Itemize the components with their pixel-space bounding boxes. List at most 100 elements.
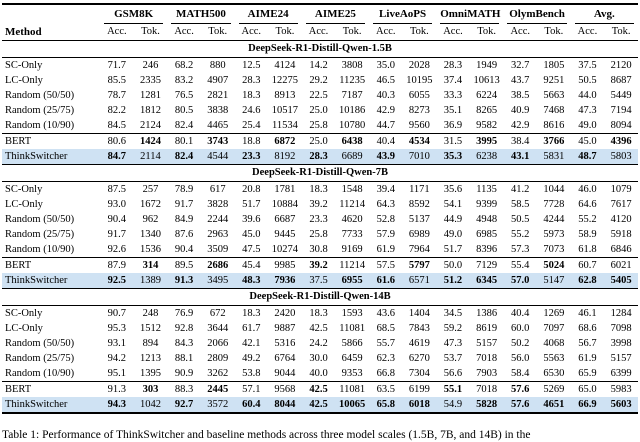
value-cell: 6872 — [268, 133, 302, 149]
method-cell: Random (10/90) — [5, 244, 75, 255]
value-cell: 24.2 — [309, 338, 328, 349]
value-cell: 5983 — [604, 381, 638, 397]
value-cell: 6764 — [274, 353, 296, 364]
value-cell: 9169 — [341, 244, 363, 255]
value-cell: 56.7 — [578, 338, 597, 349]
value-cell: 12275 — [271, 75, 299, 86]
value-cell: 7018 — [469, 381, 504, 397]
value-cell: 39.6 — [242, 214, 261, 225]
value-cell: 57.6 — [503, 381, 538, 397]
table-row: SC-Only 71.7 246 68.2 880 12.5 4124 14.2 3808 35.… — [2, 58, 638, 74]
value-cell: 42.9 — [511, 120, 530, 131]
value-cell: 44.9 — [443, 214, 463, 225]
value-cell: 6438 — [335, 133, 369, 149]
value-cell: 4544 — [200, 149, 235, 165]
value-cell: 11081 — [339, 323, 366, 334]
value-cell: 4068 — [543, 338, 565, 349]
value-cell: 57.1 — [234, 381, 269, 397]
value-cell: 50.0 — [436, 257, 470, 273]
value-cell: 6055 — [408, 90, 430, 101]
subcolumn-header: Tok. — [200, 24, 235, 41]
value-cell: 61.7 — [242, 323, 261, 334]
value-cell: 25.0 — [309, 105, 328, 116]
value-cell: 42.1 — [242, 338, 261, 349]
value-cell: 18.3 — [242, 90, 261, 101]
value-cell: 50.2 — [511, 338, 530, 349]
value-cell: 5316 — [274, 338, 296, 349]
value-cell: 3828 — [207, 199, 229, 210]
value-cell: 50.5 — [578, 75, 597, 86]
value-cell: 76.9 — [174, 308, 194, 319]
value-cell: 7304 — [408, 368, 430, 379]
value-cell: 3572 — [200, 397, 235, 413]
value-cell: 40.9 — [511, 105, 530, 116]
value-cell: 30.0 — [309, 353, 328, 364]
value-cell: 7187 — [341, 90, 363, 101]
value-cell: 10065 — [335, 397, 369, 413]
value-cell: 3644 — [207, 323, 229, 334]
value-cell: 4620 — [341, 214, 363, 225]
section-title: DeepSeek-R1-Distill-Qwen-14B — [2, 288, 638, 306]
value-cell: 5157 — [476, 338, 498, 349]
value-cell: 82.4 — [174, 120, 194, 131]
value-cell: 3766 — [537, 133, 571, 149]
value-cell: 1386 — [476, 308, 498, 319]
value-cell: 1949 — [476, 60, 498, 71]
value-cell: 57.0 — [503, 273, 538, 289]
value-cell: 46.1 — [578, 308, 597, 319]
value-cell: 24.6 — [242, 105, 261, 116]
value-cell: 4120 — [610, 214, 632, 225]
value-cell: 8687 — [610, 75, 632, 86]
subcolumn-header: Acc. — [503, 24, 538, 41]
value-cell: 9353 — [341, 368, 363, 379]
value-cell: 61.8 — [578, 244, 597, 255]
value-cell: 55.2 — [578, 214, 597, 225]
value-cell: 34.5 — [443, 308, 463, 319]
value-cell: 55.2 — [511, 229, 530, 240]
value-cell: 90.7 — [107, 308, 127, 319]
value-cell: 44.0 — [578, 90, 597, 101]
value-cell: 2335 — [139, 75, 161, 86]
value-cell: 10780 — [339, 120, 366, 131]
subcolumn-header: Tok. — [402, 24, 437, 41]
value-cell: 64.3 — [376, 199, 395, 210]
value-cell: 1512 — [139, 323, 161, 334]
value-cell: 28.3 — [443, 60, 463, 71]
value-cell: 65.0 — [570, 381, 605, 397]
value-cell: 5831 — [537, 149, 571, 165]
value-cell: 40.3 — [376, 90, 395, 101]
value-cell: 5918 — [610, 229, 632, 240]
value-cell: 60.7 — [570, 257, 605, 273]
value-cell: 7964 — [408, 244, 430, 255]
value-cell: 6224 — [476, 90, 498, 101]
value-cell: 2066 — [207, 338, 229, 349]
method-cell: LC-Only — [5, 199, 43, 210]
value-cell: 4124 — [274, 60, 296, 71]
value-cell: 894 — [142, 338, 159, 349]
subcolumn-header: Acc. — [368, 24, 403, 41]
method-cell: Random (50/50) — [5, 90, 75, 101]
value-cell: 38.4 — [503, 133, 538, 149]
value-cell: 84.9 — [174, 214, 194, 225]
value-cell: 6018 — [402, 397, 437, 413]
value-cell: 2420 — [274, 308, 296, 319]
value-cell: 42.5 — [301, 381, 336, 397]
subcolumn-header: Tok. — [133, 24, 168, 41]
value-cell: 3743 — [200, 133, 235, 149]
value-cell: 31.5 — [436, 133, 470, 149]
value-cell: 43.6 — [376, 308, 395, 319]
value-cell: 28.3 — [242, 75, 261, 86]
table-row: SC-Only 87.5 257 78.9 617 20.8 1781 18.3 1548 39.… — [2, 182, 638, 198]
value-cell: 32.7 — [511, 60, 530, 71]
value-cell: 68.2 — [174, 60, 194, 71]
value-cell: 6571 — [402, 273, 437, 289]
value-cell: 39.4 — [376, 184, 395, 195]
value-cell: 246 — [142, 60, 159, 71]
value-cell: 10884 — [271, 199, 299, 210]
value-cell: 6989 — [408, 229, 430, 240]
value-cell: 2809 — [207, 353, 229, 364]
value-cell: 4619 — [408, 338, 430, 349]
value-cell: 66.8 — [376, 368, 395, 379]
value-cell: 11214 — [335, 257, 369, 273]
value-cell: 68.6 — [578, 323, 597, 334]
